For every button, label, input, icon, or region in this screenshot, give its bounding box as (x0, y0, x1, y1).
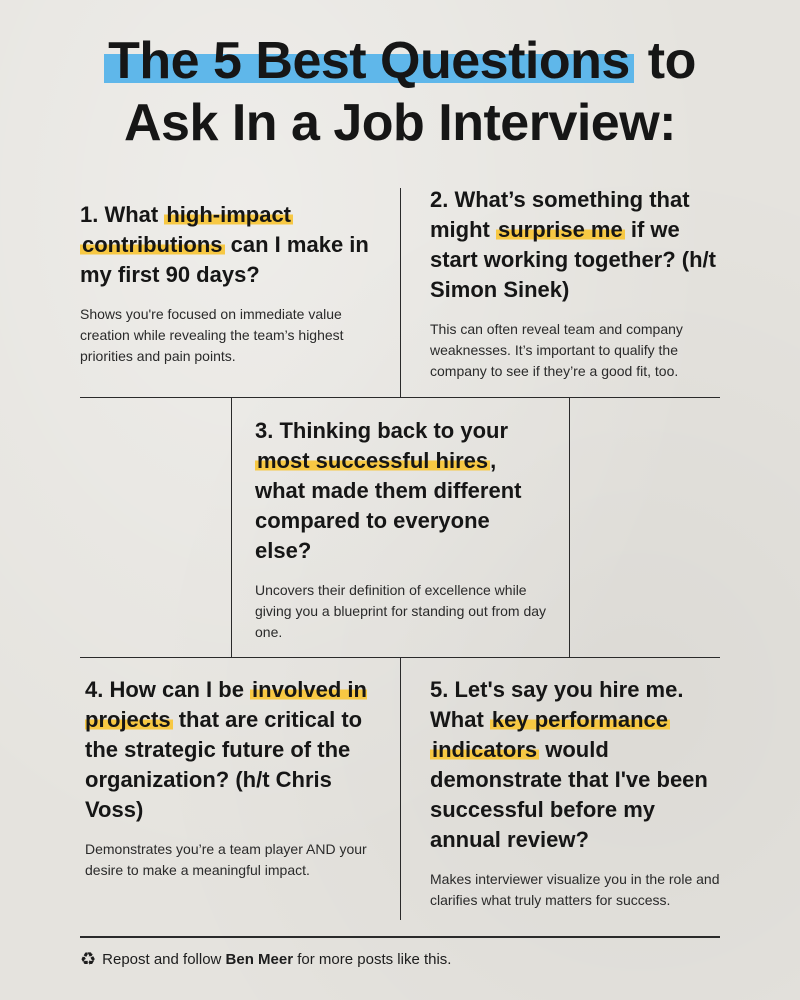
question-1-highlight-2: contributions (80, 232, 225, 257)
divider-vertical-mid-right (569, 397, 570, 657)
divider-vertical-bottom (400, 657, 401, 920)
question-5-highlight-2: indicators (430, 737, 540, 762)
author-name[interactable]: Ben Meer (225, 950, 294, 968)
title-highlight: The 5 Best Questions (104, 32, 634, 90)
title-line2: Ask In a Job Interview: (124, 94, 677, 152)
footer-pre: Repost and follow (102, 950, 226, 968)
recycle-icon: ♻ (80, 949, 97, 969)
question-3-pre: 3. Thinking back to your (255, 418, 509, 443)
question-1-post: can I make in my first 90 days? (80, 232, 369, 287)
question-2-post: if we start working together? (h/t Simon… (430, 217, 716, 302)
question-2-highlight: surprise me (496, 217, 625, 242)
question-card-5: 5. Let's say you hire me. What key perfo… (430, 675, 725, 911)
question-5-highlight-1: key performance (489, 707, 670, 732)
question-4-post: that are critical to the strategic futur… (85, 707, 363, 822)
divider-vertical-mid-left (231, 397, 232, 657)
question-2-pre: 2. What’s something that might (430, 187, 690, 242)
question-4-pre: 4. How can I be (85, 677, 251, 702)
question-card-1: 1. What high-impact contributions can I … (80, 200, 380, 367)
question-2-description: This can often reveal team and company w… (430, 321, 683, 379)
page-title: The 5 Best Questions to Ask In a Job Int… (0, 30, 800, 154)
divider-vertical-top (400, 188, 401, 397)
question-1-pre: 1. What (80, 202, 165, 227)
question-5-pre: 5. Let's say you hire me. What (430, 677, 684, 732)
question-3-post: , what made them different compared to e… (255, 448, 522, 563)
question-card-4: 4. How can I be involved in projects tha… (85, 675, 380, 881)
question-3-highlight: most successful hires (255, 448, 491, 473)
question-1-text: 1. What high-impact contributions can I … (80, 200, 380, 290)
question-2-text: 2. What’s something that might surprise … (430, 185, 725, 305)
footer-text: Repost and follow Ben Meer for more post… (102, 951, 451, 968)
question-5-text: 5. Let's say you hire me. What key perfo… (430, 675, 725, 855)
question-card-3: 3. Thinking back to your most successful… (255, 416, 550, 643)
footer-post: for more posts like this. (293, 950, 452, 968)
question-3-description: Uncovers their definition of excellence … (255, 582, 547, 640)
question-4-text: 4. How can I be involved in projects tha… (85, 675, 380, 825)
divider-footer (80, 936, 720, 938)
question-1-highlight-1: high-impact (164, 202, 294, 227)
divider-horizontal-upper (80, 397, 720, 398)
question-5-post: would demonstrate that I've been success… (430, 737, 708, 852)
title-line1-rest: to (647, 32, 697, 90)
footer: ♻ Repost and follow Ben Meer for more po… (80, 950, 451, 968)
question-3-text: 3. Thinking back to your most successful… (255, 416, 550, 566)
question-1-description: Shows you're focused on immediate value … (80, 306, 344, 364)
question-5-description: Makes interviewer visualize you in the r… (430, 871, 720, 908)
question-4-description: Demonstrates you’re a team player AND yo… (85, 841, 367, 878)
question-card-2: 2. What’s something that might surprise … (430, 185, 725, 382)
